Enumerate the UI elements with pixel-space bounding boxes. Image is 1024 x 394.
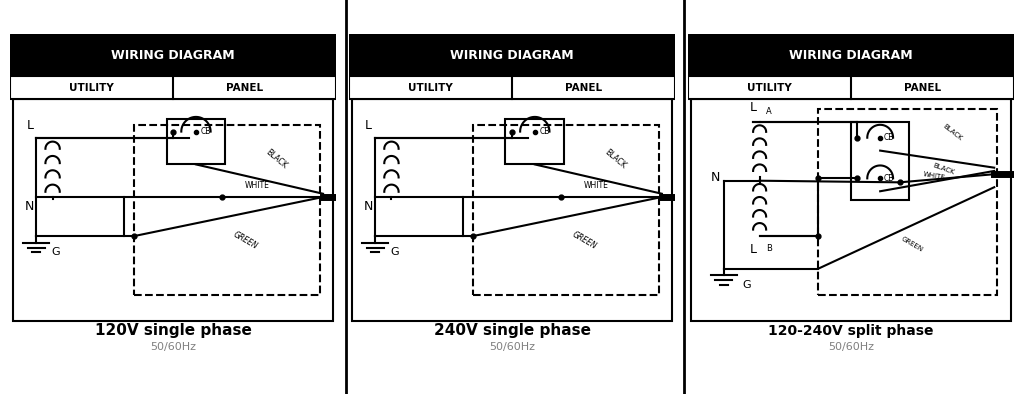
Bar — [10, 34, 336, 76]
Text: L: L — [750, 243, 757, 256]
Text: CB: CB — [884, 133, 894, 142]
Text: 120V single phase: 120V single phase — [94, 323, 252, 338]
Bar — [688, 34, 1014, 76]
Text: BLACK: BLACK — [603, 148, 628, 171]
Bar — [13, 99, 333, 321]
Text: CB: CB — [884, 174, 894, 183]
Text: N: N — [26, 200, 35, 213]
Text: WIRING DIAGRAM: WIRING DIAGRAM — [451, 49, 573, 62]
Text: CB: CB — [201, 127, 211, 136]
Bar — [134, 125, 319, 295]
Text: BLACK: BLACK — [942, 123, 964, 141]
Text: 240V single phase: 240V single phase — [433, 323, 591, 338]
Text: BLACK: BLACK — [932, 162, 955, 176]
Bar — [506, 119, 564, 164]
Text: 50/60Hz: 50/60Hz — [827, 342, 873, 352]
Text: WHITE: WHITE — [245, 182, 269, 190]
Text: L: L — [27, 119, 34, 132]
Text: G: G — [51, 247, 60, 257]
Bar — [818, 109, 997, 295]
Bar — [352, 99, 672, 321]
Text: PANEL: PANEL — [904, 83, 941, 93]
Text: UTILITY: UTILITY — [70, 83, 114, 93]
Text: G: G — [390, 247, 399, 257]
Text: UTILITY: UTILITY — [409, 83, 453, 93]
Bar — [10, 76, 336, 99]
Bar — [349, 76, 675, 99]
Text: N: N — [364, 200, 374, 213]
Bar — [688, 76, 1014, 99]
Text: WIRING DIAGRAM: WIRING DIAGRAM — [112, 49, 234, 62]
Text: 50/60Hz: 50/60Hz — [489, 342, 535, 352]
Text: WHITE: WHITE — [584, 182, 608, 190]
Text: N: N — [711, 171, 721, 184]
Text: L: L — [366, 119, 372, 132]
Text: BLACK: BLACK — [264, 148, 289, 171]
Text: PANEL: PANEL — [226, 83, 263, 93]
Bar — [349, 34, 675, 76]
Text: GREEN: GREEN — [231, 230, 259, 251]
Text: UTILITY: UTILITY — [748, 83, 792, 93]
Text: WHITE: WHITE — [923, 171, 946, 181]
Text: 50/60Hz: 50/60Hz — [151, 342, 197, 352]
Text: GREEN: GREEN — [570, 230, 598, 251]
Text: L: L — [750, 101, 757, 114]
Bar — [851, 122, 909, 200]
Text: CB: CB — [540, 127, 550, 136]
Bar — [691, 99, 1011, 321]
Text: WIRING DIAGRAM: WIRING DIAGRAM — [790, 49, 912, 62]
Text: 120-240V split phase: 120-240V split phase — [768, 323, 934, 338]
Bar — [167, 119, 225, 164]
Text: PANEL: PANEL — [565, 83, 602, 93]
Text: G: G — [742, 280, 751, 290]
Text: B: B — [766, 244, 772, 253]
Bar — [473, 125, 658, 295]
Text: GREEN: GREEN — [900, 236, 924, 253]
Text: A: A — [766, 106, 772, 115]
